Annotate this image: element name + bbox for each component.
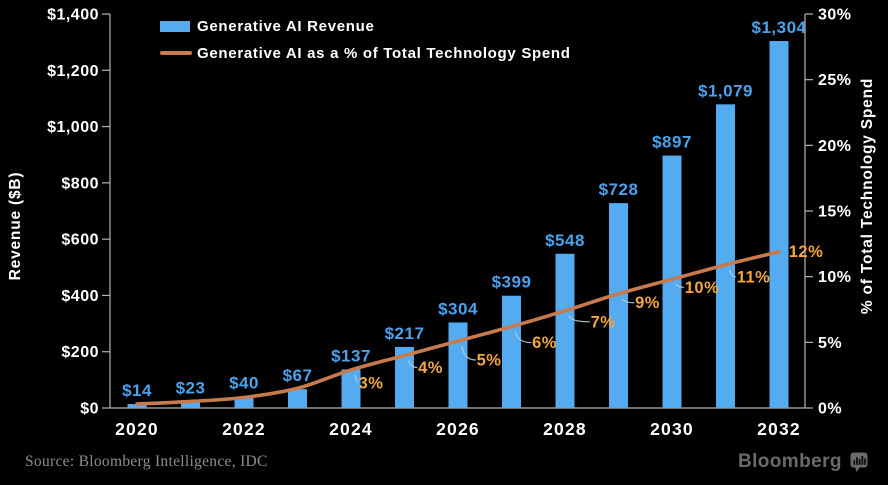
x-axis-tick-label: 2024 bbox=[329, 419, 373, 439]
bloomberg-branding: Bloomberg bbox=[738, 451, 869, 473]
right-axis-title: % of Total Technology Spend bbox=[859, 77, 876, 315]
bar-value-label: $217 bbox=[385, 324, 425, 343]
line-point-label: 9% bbox=[635, 294, 660, 312]
bar-value-label: $728 bbox=[599, 180, 639, 199]
x-axis-tick-label: 2032 bbox=[757, 419, 801, 439]
bar-2023 bbox=[288, 389, 307, 408]
right-axis-tick-label: 5% bbox=[818, 335, 842, 352]
legend-bar-swatch bbox=[160, 20, 190, 32]
bar-value-label: $304 bbox=[438, 299, 478, 318]
bar-value-label: $14 bbox=[122, 381, 152, 400]
line-point-label: 6% bbox=[532, 334, 557, 352]
source-note: Source: Bloomberg Intelligence, IDC bbox=[25, 453, 268, 470]
left-axis-tick-label: $1,000 bbox=[47, 119, 99, 136]
line-point-label: 3% bbox=[359, 374, 384, 392]
x-axis-tick-label: 2020 bbox=[115, 419, 159, 439]
bar-2031 bbox=[716, 104, 735, 409]
bloomberg-chart-bubble-icon bbox=[850, 452, 868, 472]
right-axis-tick-label: 25% bbox=[818, 72, 852, 89]
bar-2020 bbox=[127, 404, 147, 408]
left-axis-tick-label: $0 bbox=[80, 401, 99, 418]
line-point-label: 7% bbox=[591, 313, 616, 331]
left-axis-tick-label: $1,200 bbox=[47, 63, 99, 80]
right-axis-tick-label: 10% bbox=[818, 269, 852, 286]
bar-2027 bbox=[502, 295, 521, 408]
legend: Generative AI Revenue Generative AI as a… bbox=[160, 15, 571, 64]
bar-2026 bbox=[448, 322, 468, 408]
bar-value-label: $1,304 bbox=[752, 18, 807, 37]
line-point-label: 4% bbox=[418, 359, 443, 377]
right-axis-tick-label: 30% bbox=[818, 7, 852, 24]
percent-label-leader bbox=[354, 374, 359, 384]
legend-label-percent: Generative AI as a % of Total Technology… bbox=[197, 44, 571, 62]
legend-item-revenue: Generative AI Revenue bbox=[160, 15, 571, 37]
bar-value-label: $67 bbox=[283, 366, 313, 385]
percent-label-leader bbox=[461, 345, 476, 361]
right-axis-tick-label: 15% bbox=[818, 204, 852, 221]
bar-value-label: $548 bbox=[545, 231, 585, 250]
line-point-label: 5% bbox=[477, 352, 502, 370]
bar-value-label: $40 bbox=[229, 374, 259, 393]
bar-value-label: $1,079 bbox=[698, 81, 753, 100]
percent-label-leader bbox=[728, 269, 736, 278]
x-axis-tick-label: 2022 bbox=[222, 419, 266, 439]
bar-2029 bbox=[609, 203, 628, 408]
left-axis-tick-label: $800 bbox=[61, 175, 99, 192]
right-axis-tick-label: 0% bbox=[818, 401, 842, 418]
left-axis-title: Revenue ($B) bbox=[7, 171, 24, 281]
percent-line bbox=[135, 249, 781, 406]
bar-value-label: $399 bbox=[492, 273, 532, 292]
percent-label-leader bbox=[407, 360, 418, 369]
legend-item-percent: Generative AI as a % of Total Technology… bbox=[160, 42, 571, 64]
percent-label-leader bbox=[514, 331, 532, 344]
bar-2032 bbox=[769, 41, 789, 408]
percent-label-leader bbox=[621, 298, 635, 304]
right-axis-tick-label: 20% bbox=[818, 138, 852, 155]
line-point-label: 12% bbox=[789, 243, 824, 261]
x-axis-tick-label: 2030 bbox=[650, 419, 694, 439]
left-axis-tick-label: $600 bbox=[61, 232, 99, 249]
bar-2021 bbox=[181, 401, 200, 408]
left-axis-tick-label: $400 bbox=[61, 288, 99, 305]
bar-value-label: $23 bbox=[176, 379, 206, 398]
bar-2028 bbox=[555, 253, 575, 408]
percent-label-leader bbox=[675, 283, 685, 288]
line-point-label: 11% bbox=[737, 268, 771, 286]
bar-2022 bbox=[234, 396, 254, 408]
bloomberg-logo-text: Bloomberg bbox=[738, 451, 842, 472]
bar-value-label: $137 bbox=[331, 346, 371, 365]
x-axis-tick-label: 2026 bbox=[436, 419, 480, 439]
line-point-label: 10% bbox=[685, 279, 720, 297]
bar-value-label: $897 bbox=[652, 133, 692, 152]
x-axis-tick-label: 2028 bbox=[543, 419, 587, 439]
legend-label-revenue: Generative AI Revenue bbox=[197, 17, 375, 35]
left-axis-tick-label: $1,400 bbox=[47, 7, 99, 24]
left-axis-tick-label: $200 bbox=[61, 344, 99, 361]
percent-label-leader bbox=[568, 315, 590, 323]
bar-2030 bbox=[662, 155, 682, 408]
legend-line-swatch bbox=[160, 51, 192, 55]
